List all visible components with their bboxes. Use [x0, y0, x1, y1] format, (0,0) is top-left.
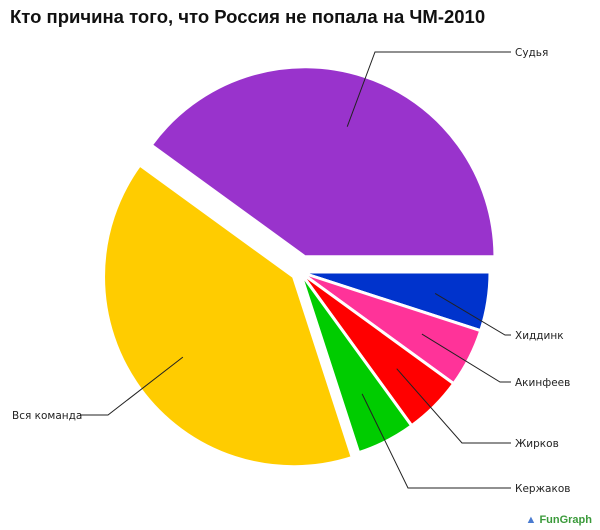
leader-line-3 — [421, 333, 511, 383]
slice-label-1: Судья — [515, 47, 548, 59]
slice-label-3: Акинфеев — [515, 377, 570, 389]
pie-labels: Судья Хиддинк Акинфеев Жирков Кержаков Вся ко… — [12, 47, 570, 495]
leader-line-2 — [434, 292, 511, 336]
leader-line-5 — [361, 393, 511, 489]
chart-title: Кто причина того, что Россия не попала н… — [10, 6, 486, 27]
leader-line-1 — [346, 51, 511, 127]
pie-slice-5 — [298, 271, 414, 455]
pie-slice-1 — [149, 65, 497, 259]
slice-label-2: Хиддинк — [515, 330, 564, 342]
fungraph-logo: ▲ FunGraph — [525, 514, 592, 526]
slice-label-4: Жирков — [515, 438, 559, 450]
slice-label-5: Кержаков — [515, 483, 570, 495]
leader-line-4 — [396, 368, 511, 444]
watermark-text: FunGraph — [539, 514, 592, 526]
slice-label-6: Вся команда — [12, 410, 82, 422]
pie-slices — [102, 65, 497, 469]
pie-slice-6 — [102, 162, 355, 469]
leader-line-6 — [80, 356, 184, 416]
